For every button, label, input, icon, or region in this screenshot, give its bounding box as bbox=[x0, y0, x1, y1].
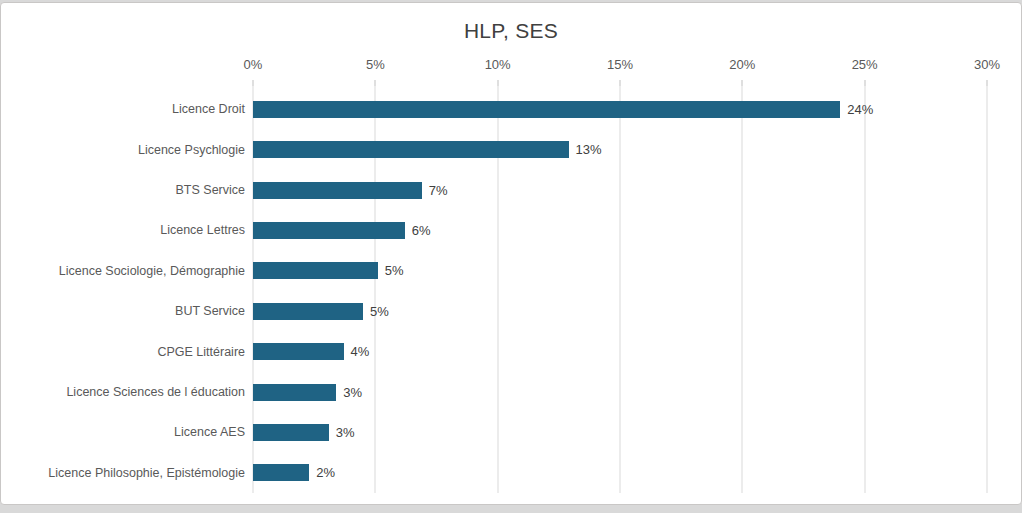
category-label: CPGE Littéraire bbox=[1, 345, 253, 359]
x-axis-tick-label: 20% bbox=[729, 57, 755, 72]
bar-row: Licence Philosophie, Epistémologie 2% bbox=[1, 453, 987, 493]
bar-track: 24% bbox=[253, 89, 987, 129]
bar-track: 2% bbox=[253, 453, 987, 493]
bar-rows: Licence Droit 24% Licence Psychlogie 13% BTS… bbox=[1, 89, 987, 493]
bar bbox=[253, 343, 344, 360]
x-axis-tick-label: 10% bbox=[485, 57, 511, 72]
bar-row: Licence Lettres 6% bbox=[1, 210, 987, 250]
bar-track: 3% bbox=[253, 412, 987, 452]
bar bbox=[253, 262, 378, 279]
category-label: BUT Service bbox=[1, 304, 253, 318]
x-axis-tick-label: 30% bbox=[974, 57, 1000, 72]
bar-row: Licence AES 3% bbox=[1, 412, 987, 452]
bar-row: Licence Psychlogie 13% bbox=[1, 129, 987, 169]
bar bbox=[253, 222, 405, 239]
bar-row: BUT Service 5% bbox=[1, 291, 987, 331]
value-label: 7% bbox=[429, 183, 448, 198]
bar bbox=[253, 182, 422, 199]
category-label: Licence Lettres bbox=[1, 223, 253, 237]
x-axis-tick-label: 15% bbox=[607, 57, 633, 72]
bar-track: 5% bbox=[253, 251, 987, 291]
bar-track: 7% bbox=[253, 170, 987, 210]
bar-row: Licence Droit 24% bbox=[1, 89, 987, 129]
bar bbox=[253, 141, 569, 158]
value-label: 3% bbox=[343, 385, 362, 400]
category-label: Licence Sciences de l éducation bbox=[1, 385, 253, 399]
chart-card: HLP, SES 0% 5% 10% 15% 20% 25% 30% Licence Dro… bbox=[0, 2, 1022, 505]
bar-track: 13% bbox=[253, 129, 987, 169]
x-axis: 0%5%10%15%20%25%30% bbox=[253, 57, 987, 73]
category-label: Licence Droit bbox=[1, 102, 253, 116]
bar bbox=[253, 101, 840, 118]
bar-row: Licence Sciences de l éducation 3% bbox=[1, 372, 987, 412]
bar bbox=[253, 384, 336, 401]
category-label: Licence Psychlogie bbox=[1, 143, 253, 157]
bar bbox=[253, 464, 309, 481]
x-axis-tick-label: 25% bbox=[852, 57, 878, 72]
chart-title: HLP, SES bbox=[1, 19, 1021, 47]
category-label: BTS Service bbox=[1, 183, 253, 197]
bar-track: 6% bbox=[253, 210, 987, 250]
bar-track: 3% bbox=[253, 372, 987, 412]
value-label: 2% bbox=[316, 465, 335, 480]
x-axis-tick-label: 0% bbox=[244, 57, 263, 72]
value-label: 24% bbox=[847, 102, 873, 117]
category-label: Licence Sociologie, Démographie bbox=[1, 264, 253, 278]
bar bbox=[253, 424, 329, 441]
bar-row: BTS Service 7% bbox=[1, 170, 987, 210]
bar bbox=[253, 303, 363, 320]
category-label: Licence AES bbox=[1, 425, 253, 439]
category-label: Licence Philosophie, Epistémologie bbox=[1, 466, 253, 480]
bar-row: Licence Sociologie, Démographie 5% bbox=[1, 251, 987, 291]
value-label: 5% bbox=[370, 304, 389, 319]
bar-track: 5% bbox=[253, 291, 987, 331]
bar-track: 4% bbox=[253, 331, 987, 371]
value-label: 6% bbox=[412, 223, 431, 238]
value-label: 5% bbox=[385, 263, 404, 278]
value-label: 4% bbox=[351, 344, 370, 359]
bar-row: CPGE Littéraire 4% bbox=[1, 331, 987, 371]
x-axis-tick-label: 5% bbox=[366, 57, 385, 72]
value-label: 3% bbox=[336, 425, 355, 440]
value-label: 13% bbox=[576, 142, 602, 157]
